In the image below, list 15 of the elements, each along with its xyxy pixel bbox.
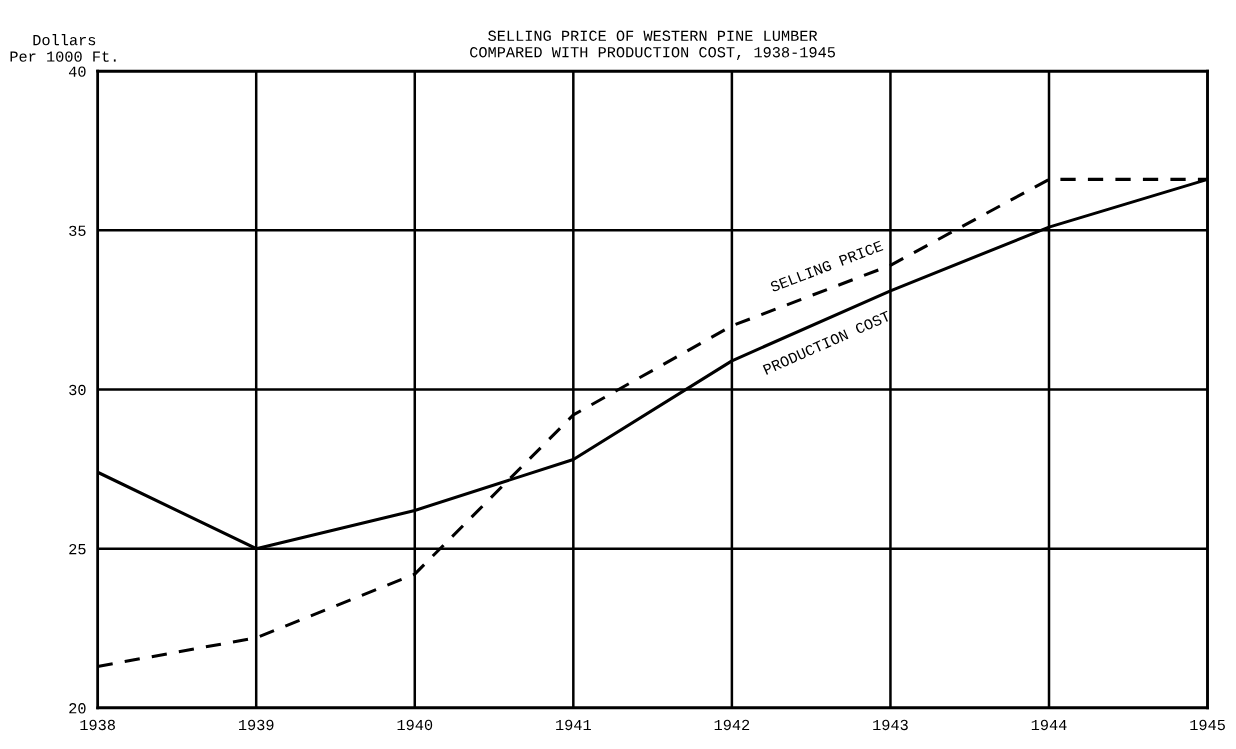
x-tick-label: 1939 (238, 719, 274, 731)
x-tick-label: 1945 (1190, 719, 1225, 731)
x-tick-label: 1944 (1031, 719, 1067, 731)
chart-title: SELLING PRICE OF WESTERN PINE LUMBER COMPARED WITH PRODUCTION COST, 1938-1945 (470, 30, 835, 60)
y-tick-label: 35 (69, 225, 86, 236)
x-tick-label: 1942 (714, 719, 750, 731)
y-tick-label: 20 (69, 703, 86, 714)
x-tick-label: 1943 (873, 719, 908, 731)
y-tick-label: 25 (69, 543, 86, 555)
y-tick-label: 30 (69, 384, 86, 396)
y-axis-title: Dollars Per 1000 Ft. (10, 34, 116, 62)
x-tick-label: 1938 (80, 719, 115, 731)
y-tick-label: 40 (68, 66, 86, 77)
x-tick-label: 1941 (556, 719, 591, 731)
x-tick-label: 1940 (397, 719, 433, 731)
